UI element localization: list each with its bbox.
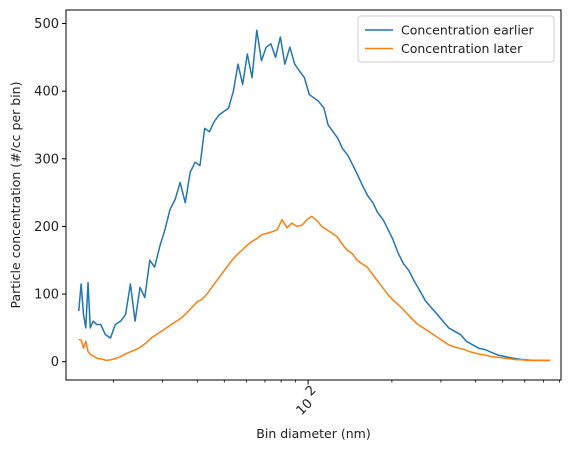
plot-area — [66, 10, 561, 380]
series-line-1 — [77, 29, 551, 362]
x-tick-label: 102 — [294, 383, 320, 419]
series-layer — [77, 29, 551, 362]
series-line-2 — [78, 215, 551, 362]
y-tick-label: 100 — [34, 288, 59, 303]
legend-label-2: Concentration later — [401, 41, 523, 56]
x-axis-ticks: 102 — [113, 380, 560, 419]
legend-label-1: Concentration earlier — [401, 23, 535, 38]
plot-frame — [65, 9, 562, 381]
legend: Concentration earlier Concentration later — [357, 15, 555, 63]
legend-frame — [357, 15, 555, 63]
y-tick-label: 0 — [51, 355, 59, 370]
y-axis-label: Particle concentration (#/cc per bin) — [8, 82, 23, 309]
y-axis-ticks: 0 100 200 300 400 500 — [34, 17, 66, 370]
x-axis-label: Bin diameter (nm) — [256, 426, 370, 441]
y-tick-label: 500 — [34, 17, 59, 32]
y-tick-label: 200 — [34, 220, 59, 235]
y-tick-label: 400 — [34, 85, 59, 100]
y-tick-label: 300 — [34, 152, 59, 167]
